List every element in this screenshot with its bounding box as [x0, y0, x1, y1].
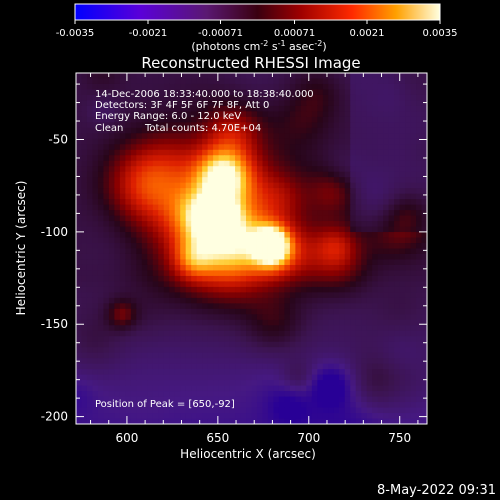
- y-tick-label: -100: [41, 225, 68, 239]
- x-tick-label: 750: [388, 431, 411, 445]
- heatmap-image: [76, 73, 427, 424]
- footer-timestamp: 8-May-2022 09:31: [377, 483, 496, 498]
- colorbar-unit-label: (photons cm-2 s-1 asec-2): [191, 39, 326, 53]
- info-counts: Total counts: 4.70E+04: [144, 123, 261, 134]
- x-tick-label: 700: [297, 431, 320, 445]
- colorbar-tick-label: 0.0021: [350, 28, 385, 39]
- info-energy: Energy Range: 6.0 - 12.0 keV: [95, 111, 241, 122]
- chart-title: Reconstructed RHESSI Image: [141, 54, 360, 72]
- x-tick-label: 650: [206, 431, 229, 445]
- plot-frame: [75, 72, 428, 425]
- colorbar-tick-label: -0.0035: [56, 28, 95, 39]
- x-axis-label: Heliocentric X (arcsec): [180, 447, 316, 461]
- y-tick-label: -50: [48, 133, 68, 147]
- axes-ticks: 600 650 700 750 -50 -100 -150 -200: [41, 73, 427, 445]
- info-detectors: Detectors: 3F 4F 5F 6F 7F 8F, Att 0: [95, 100, 269, 111]
- y-axis-label: Heliocentric Y (arcsec): [14, 181, 28, 316]
- colorbar-tick-label: 0.0035: [423, 28, 458, 39]
- info-peak-position: Position of Peak = [650,-92]: [95, 399, 235, 410]
- colorbar-ticks: -0.0035 -0.0021 -0.00071 0.00071 0.0021 0.003…: [56, 20, 458, 39]
- x-tick-label: 600: [115, 431, 138, 445]
- y-tick-label: -200: [41, 410, 68, 424]
- colorbar-tick-label: 0.00071: [274, 28, 315, 39]
- colorbar-tick-label: -0.00071: [198, 28, 243, 39]
- y-tick-label: -150: [41, 317, 68, 331]
- info-time-range: 14-Dec-2006 18:33:40.000 to 18:38:40.000: [95, 89, 314, 100]
- colorbar-tick-label: -0.0021: [129, 28, 168, 39]
- info-clean: Clean: [95, 123, 123, 134]
- colorbar: [74, 3, 441, 21]
